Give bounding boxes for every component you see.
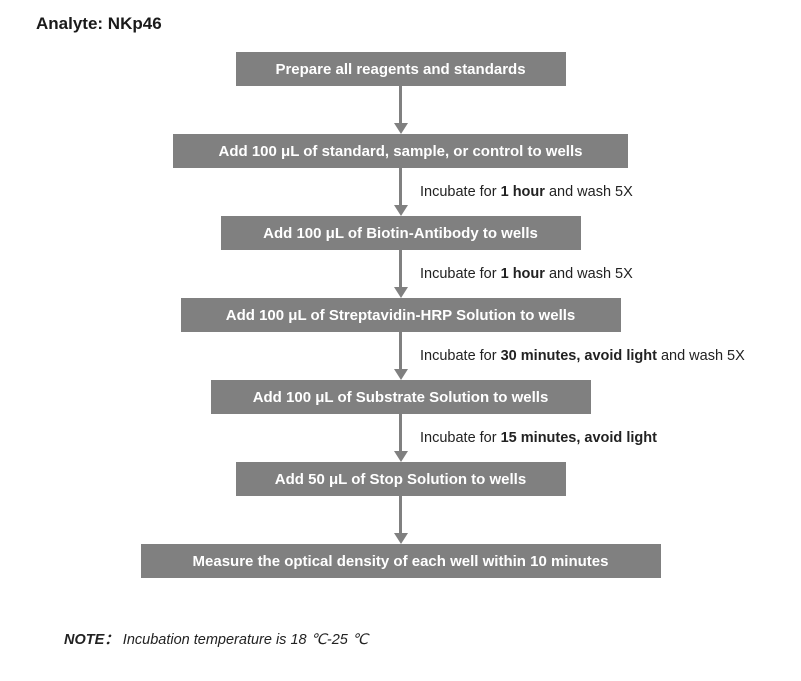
down-arrow-icon bbox=[393, 168, 409, 216]
down-arrow-icon bbox=[393, 332, 409, 380]
analyte-prefix: Analyte: bbox=[36, 14, 108, 33]
down-arrow-icon bbox=[393, 496, 409, 544]
flow-step: Prepare all reagents and standards bbox=[236, 52, 566, 86]
footnote: NOTE： Incubation temperature is 18 ℃-25 … bbox=[64, 628, 368, 649]
flow-arrow-row: Incubate for 1 hour and wash 5X bbox=[0, 250, 801, 298]
flow-arrow-row: Incubate for 1 hour and wash 5X bbox=[0, 168, 801, 216]
flow-step: Add 100 μL of Substrate Solution to well… bbox=[211, 380, 591, 414]
analyte-heading: Analyte: NKp46 bbox=[36, 14, 162, 34]
protocol-flowchart: Prepare all reagents and standards Add 10… bbox=[0, 52, 801, 578]
flow-arrow-row: Incubate for 15 minutes, avoid light bbox=[0, 414, 801, 462]
down-arrow-icon bbox=[393, 250, 409, 298]
flow-arrow-row: Incubate for 30 minutes, avoid light and… bbox=[0, 332, 801, 380]
flow-step: Add 100 μL of Streptavidin-HRP Solution … bbox=[181, 298, 621, 332]
down-arrow-icon bbox=[393, 86, 409, 134]
flow-arrow-row bbox=[0, 496, 801, 544]
flow-arrow-label: Incubate for 15 minutes, avoid light bbox=[420, 430, 657, 446]
flow-arrow-label: Incubate for 30 minutes, avoid light and… bbox=[420, 348, 745, 364]
flow-step: Add 100 μL of Biotin-Antibody to wells bbox=[221, 216, 581, 250]
analyte-name: NKp46 bbox=[108, 14, 162, 33]
flow-arrow-row bbox=[0, 86, 801, 134]
flow-arrow-label: Incubate for 1 hour and wash 5X bbox=[420, 184, 633, 200]
flow-arrow-label: Incubate for 1 hour and wash 5X bbox=[420, 266, 633, 282]
flow-step: Add 50 μL of Stop Solution to wells bbox=[236, 462, 566, 496]
flow-step: Measure the optical density of each well… bbox=[141, 544, 661, 578]
down-arrow-icon bbox=[393, 414, 409, 462]
footnote-label: NOTE： bbox=[64, 632, 119, 648]
flow-step: Add 100 μL of standard, sample, or contr… bbox=[173, 134, 628, 168]
footnote-text: Incubation temperature is 18 ℃-25 ℃ bbox=[119, 632, 368, 648]
